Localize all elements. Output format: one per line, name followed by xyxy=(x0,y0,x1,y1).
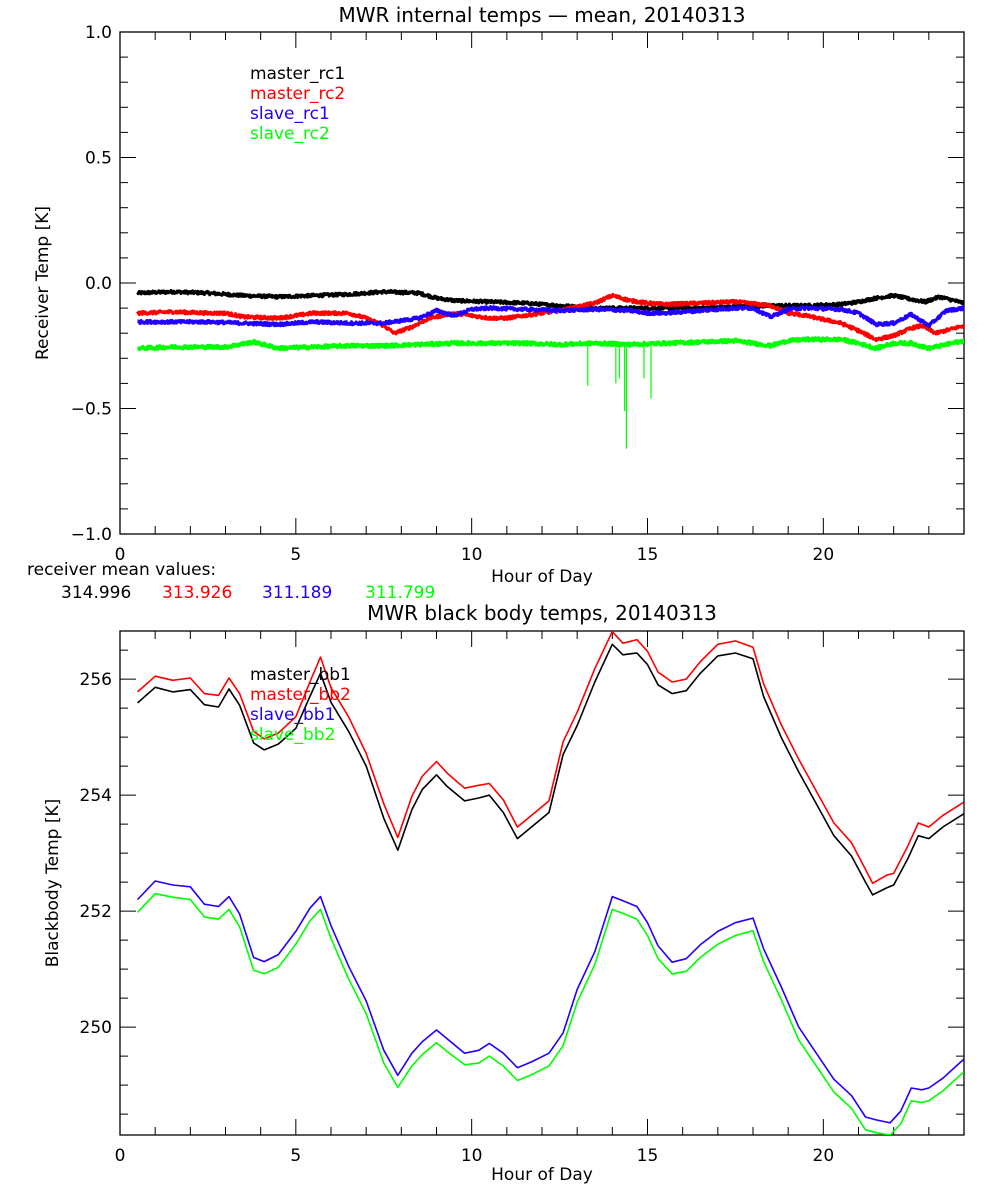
mean-value: 311.799 xyxy=(365,583,435,603)
series-group xyxy=(136,288,964,449)
plot-frame xyxy=(119,630,965,1136)
mean-value: 313.926 xyxy=(162,583,232,603)
x-tick-label: 10 xyxy=(461,1146,483,1166)
y-tick-label: 0.5 xyxy=(85,149,112,169)
mean-value: 314.996 xyxy=(61,583,131,603)
series-line-slave-rc1 xyxy=(136,305,964,329)
y-tick-label: 254 xyxy=(80,786,112,806)
mean-value: 311.189 xyxy=(262,583,332,603)
y-tick-label: −1.0 xyxy=(71,525,112,545)
x-tick-label: 0 xyxy=(115,545,126,565)
mean-values: 314.996 313.926 311.189 311.799 xyxy=(61,583,435,603)
x-tick-label: 5 xyxy=(290,545,301,565)
x-tick-label: 0 xyxy=(115,1146,126,1166)
x-tick-label: 15 xyxy=(637,545,659,565)
x-tick-label: 20 xyxy=(813,1146,835,1166)
x-tick-label: 10 xyxy=(461,545,483,565)
x-axis-label: Hour of Day xyxy=(491,567,593,587)
x-tick-label: 5 xyxy=(290,1146,301,1166)
y-tick-label: −0.5 xyxy=(71,400,112,420)
series-line-master-rc1 xyxy=(136,288,964,312)
x-tick-label: 20 xyxy=(813,545,835,565)
y-tick-label: 252 xyxy=(80,902,112,922)
legend-entry-master-bb2: master_bb2 xyxy=(250,685,351,705)
receiver-temp-plot: MWR internal temps — mean, 20140313 0 5 10… xyxy=(27,3,965,603)
y-tick-label: 256 xyxy=(80,670,112,690)
series-group xyxy=(137,631,964,1135)
series-line-master-bb1 xyxy=(137,643,964,896)
legend-entry-slave-rc2: slave_rc2 xyxy=(250,124,330,144)
y-tick-label: 1.0 xyxy=(85,23,112,43)
series-line-slave-rc2 xyxy=(136,336,964,352)
series-line-slave-bb1 xyxy=(137,880,964,1124)
series-line-slave-bb2 xyxy=(137,892,964,1135)
legend-entry-master-rc2: master_rc2 xyxy=(250,84,345,104)
x-axis-label: Hour of Day xyxy=(491,1165,593,1185)
legend-entry-slave-bb1: slave_bb1 xyxy=(250,705,335,725)
legend-entry-master-bb1: master_bb1 xyxy=(250,665,351,685)
y-axis-label: Blackbody Temp [K] xyxy=(43,799,63,968)
x-tick-label: 15 xyxy=(637,1146,659,1166)
legend-entry-slave-rc1: slave_rc1 xyxy=(250,104,330,124)
plot-frame xyxy=(119,31,965,535)
legend-entry-slave-bb2: slave_bb2 xyxy=(250,725,335,745)
axes: 0 5 10 15 20 250 252 254 256 xyxy=(80,630,965,1166)
y-axis-label: Receiver Temp [K] xyxy=(33,206,53,360)
y-tick-label: 0.0 xyxy=(85,274,112,294)
axes: 0 5 10 15 20 −1.0 −0.5 0.0 0.5 1.0 xyxy=(71,23,965,565)
series-line-master-bb2 xyxy=(137,631,964,885)
blackbody-temp-plot: MWR black body temps, 20140313 0 5 10 15 20 2… xyxy=(43,601,965,1185)
legend-entry-master-rc1: master_rc1 xyxy=(250,64,345,84)
mean-values-label: receiver mean values: xyxy=(27,560,216,580)
chart-title: MWR internal temps — mean, 20140313 xyxy=(338,3,745,27)
y-tick-label: 250 xyxy=(80,1018,112,1038)
series-line-master-rc2 xyxy=(136,292,964,343)
chart-title: MWR black body temps, 20140313 xyxy=(367,601,717,625)
